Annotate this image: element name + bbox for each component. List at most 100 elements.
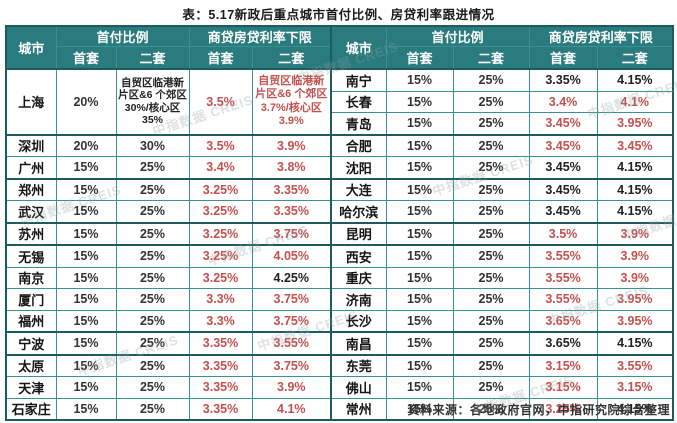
down-payment-first-cell: 15% [55,397,117,421]
rate-first-cell: 3.25% [188,200,253,223]
down-payment-second-cell: 25% [452,156,530,179]
rate-second-cell: 3.95% [596,309,674,333]
city-cell: 大连 [330,177,387,201]
rate-second-cell: 3.9% [251,376,332,399]
rate-second-cell: 3.75% [251,309,332,333]
down-payment-first-cell: 15% [385,221,454,246]
city-cell: 上海 [5,68,57,135]
rate-second-cell: 3.9% [596,266,674,289]
city-cell: 东莞 [330,353,387,377]
down-payment-second-cell: 自贸区临港新片区&6 个郊区 30%/核心区 35% [115,68,190,135]
city-cell: 郑州 [5,177,57,201]
down-payment-second-cell: 25% [452,288,530,311]
down-payment-second-cell: 25% [115,156,190,179]
city-cell: 昆明 [330,221,387,246]
city-cell: 深圳 [5,133,57,157]
rate-first-cell: 3.55% [528,244,598,268]
header-rate-floor-left: 商贷房贷利率下限 [188,25,332,47]
rate-second-cell: 自贸区临港新片区&6 个郊区 3.7%/核心区 3.9% [251,68,332,135]
city-cell: 无锡 [5,244,57,268]
table-row: 南京 15% 25% 3.25% 4.25% 重庆 15% 25% 3.55% 3.9% [5,266,674,289]
down-payment-first-cell: 15% [55,156,117,179]
city-cell: 南宁 [330,68,387,92]
rate-second-cell: 4.1% [251,397,332,421]
down-payment-first-cell: 15% [385,200,454,223]
rate-first-cell: 3.65% [528,331,598,355]
rate-first-cell: 3.5% [188,133,253,157]
down-payment-second-cell: 25% [452,397,530,421]
down-payment-first-cell: 15% [55,221,117,246]
subheader-rate-second-left: 二套 [251,46,332,70]
subheader-dp-second-left: 二套 [115,46,190,70]
city-cell: 福州 [5,309,57,333]
city-cell: 长春 [330,90,387,113]
down-payment-second-cell: 25% [452,200,530,223]
rate-second-cell: 4.15% [596,177,674,201]
rate-second-cell: 4.1% [596,90,674,113]
rate-first-cell: 3.45% [528,177,598,201]
table-row: 上海 20% 自贸区临港新片区&6 个郊区 30%/核心区 35% 3.5% 自贸区临港… [5,68,674,135]
rate-first-cell: 3.35% [188,353,253,377]
city-cell: 合肥 [330,133,387,157]
down-payment-first-cell: 20% [55,68,117,135]
city-cell: 重庆 [330,266,387,289]
table-row: 广州 15% 25% 3.4% 3.8% 沈阳 15% 25% 3.45% 4.15% [5,156,674,179]
down-payment-first-cell: 15% [385,68,454,92]
subheader-dp-second-right: 二套 [452,46,530,70]
down-payment-first-cell: 15% [385,90,454,113]
table-row: 无锡 15% 25% 3.25% 4.05% 西安 15% 25% 3.55% 3.9% [5,244,674,268]
table-row: 长春 15% 25% 3.4% 4.1% [6,90,674,113]
down-payment-second-cell: 25% [452,112,530,135]
rate-first-cell: 3.45% [528,112,598,135]
header-rate-floor-right: 商贷房贷利率下限 [528,25,674,47]
table-header: 城市 首付比例 商贷房贷利率下限 城市 首付比例 商贷房贷利率下限 首套 二套 … [5,25,674,70]
down-payment-first-cell: 15% [55,177,117,201]
rate-first-cell: 3.25% [188,221,253,246]
rate-second-cell: 4.15% [596,331,674,355]
rates-table: 城市 首付比例 商贷房贷利率下限 城市 首付比例 商贷房贷利率下限 首套 二套 … [5,25,675,421]
rate-first-cell: 3.35% [188,376,253,399]
down-payment-first-cell: 15% [385,288,454,311]
header-down-payment-right: 首付比例 [385,25,530,47]
down-payment-second-cell: 25% [115,353,190,377]
city-cell: 佛山 [330,376,387,399]
table-row: 青岛 15% 25% 3.45% 3.95% [6,112,674,135]
table-row: 厦门 15% 25% 3.3% 3.75% 济南 15% 25% 3.55% 3.95% [5,288,674,311]
rate-second-cell: 3.9% [596,244,674,268]
city-cell: 青岛 [330,112,387,135]
rate-first-cell: 3.25% [188,266,253,289]
rate-first-cell: 3.25% [188,177,253,201]
table-wrap: 城市 首付比例 商贷房贷利率下限 城市 首付比例 商贷房贷利率下限 首套 二套 … [5,25,675,421]
down-payment-first-cell: 15% [55,200,117,223]
rate-first-cell: 3.55% [528,266,598,289]
city-cell: 常州 [330,397,387,421]
subheader-rate-first-left: 首套 [188,46,253,70]
table-row: 武汉 15% 25% 3.25% 3.35% 哈尔滨 15% 25% 3.45% 4.15% [5,200,674,223]
table-row: 苏州 15% 25% 3.25% 3.75% 昆明 15% 25% 3.5% 3.9% [5,221,674,246]
down-payment-second-cell: 25% [115,200,190,223]
rate-second-cell: 3.35% [251,177,332,201]
down-payment-second-cell: 25% [452,133,530,157]
rate-first-cell: 3.35% [528,68,598,92]
rate-second-cell: 3.75% [251,353,332,377]
page-title: 表：5.17新政后重点城市首付比例、房贷利率跟进情况 [182,8,495,22]
down-payment-first-cell: 15% [55,244,117,268]
rate-second-cell: 3.8% [251,156,332,179]
city-cell: 武汉 [5,200,57,223]
header-city-right: 城市 [330,25,387,70]
table-row: 深圳 20% 30% 3.5% 3.9% 合肥 15% 25% 3.45% 3.45% [5,133,674,157]
rate-first-cell: 3.5% [528,221,598,246]
rate-second-cell: 3.55% [596,353,674,377]
down-payment-second-cell: 25% [115,266,190,289]
rate-second-cell: 4.15% [596,200,674,223]
down-payment-first-cell: 15% [55,353,117,377]
rate-second-cell: 3.9% [251,133,332,157]
down-payment-first-cell: 15% [385,376,454,399]
down-payment-second-cell: 25% [452,177,530,201]
table-row: 天津 15% 25% 3.35% 3.9% 佛山 15% 25% 3.15% 3.15% [5,376,674,399]
down-payment-second-cell: 25% [115,221,190,246]
down-payment-second-cell: 30% [115,133,190,157]
rate-first-cell: 3.4% [188,156,253,179]
down-payment-first-cell: 15% [385,133,454,157]
rate-second-cell: 4.25% [251,266,332,289]
